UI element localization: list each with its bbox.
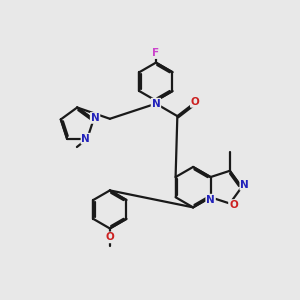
Text: N: N bbox=[82, 134, 90, 144]
Text: N: N bbox=[206, 195, 215, 205]
Text: N: N bbox=[240, 180, 249, 190]
Text: F: F bbox=[152, 48, 160, 58]
Text: N: N bbox=[91, 113, 99, 123]
Text: O: O bbox=[229, 200, 238, 210]
Text: O: O bbox=[106, 232, 114, 242]
Text: N: N bbox=[152, 99, 160, 109]
Text: O: O bbox=[191, 97, 200, 107]
